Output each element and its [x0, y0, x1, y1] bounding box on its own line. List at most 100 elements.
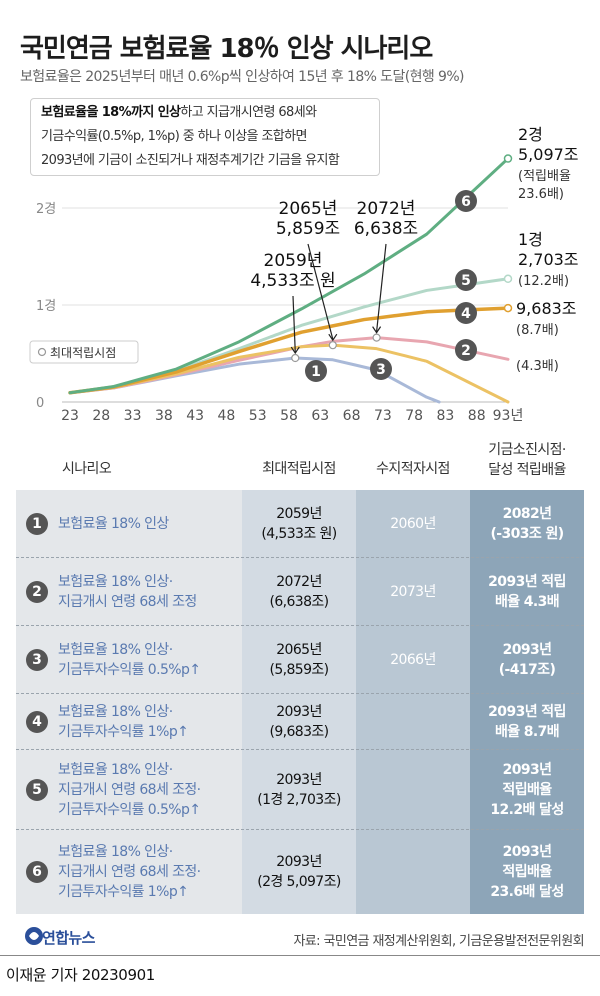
series-badge-1 [305, 360, 327, 382]
x-tick-label: 73 [374, 408, 392, 424]
result-line: 2093년 적립 [488, 704, 566, 720]
table-row: 6 보험료율 18% 인상· 지급개시 연령 68세 조정· 기금투자수익률 1%p↑… [16, 830, 584, 914]
peak-line: (4,533조 원) [261, 526, 337, 542]
scenario-line: 지급개시 연령 68세 조정· [58, 782, 201, 798]
peak-pointer [307, 243, 334, 340]
peak-line: 2072년 [276, 574, 322, 590]
end-label-value: 2,703조 [518, 250, 579, 269]
scenario-cell: 2 보험료율 18% 인상· 지급개시 연령 68세 조정 [16, 558, 242, 626]
series-badge-number: 5 [461, 273, 471, 289]
scenario-number-badge: 2 [26, 581, 48, 603]
peak-label-year: 2065년 [279, 199, 338, 219]
scenario-line: 지급개시 연령 68세 조정· [58, 864, 201, 880]
peak-label-value: 5,859조 [276, 219, 340, 239]
scenario-cell: 3 보험료율 18% 인상· 기금투자수익률 0.5%p↑ [16, 626, 242, 694]
deficit-cell [356, 750, 470, 830]
peak-arrowhead [290, 346, 300, 355]
x-tick-label: 58 [280, 408, 298, 424]
peak-line: (5,859조) [269, 662, 329, 678]
x-tick-label: 88 [468, 408, 486, 424]
scenario-line: 보험료율 18% 인상· [58, 704, 173, 720]
scenario-text: 보험료율 18% 인상· 기금투자수익률 0.5%p↑ [58, 640, 201, 680]
series-badge-3 [370, 358, 392, 380]
scenario-text: 보험료율 18% 인상· 기금투자수익률 1%p↑ [58, 702, 189, 742]
end-marker-6 [503, 154, 513, 163]
end-label-value: 2경 [518, 125, 543, 144]
end-label-value: 5,097조 [518, 145, 579, 164]
table-row: 3 보험료율 18% 인상· 기금투자수익률 0.5%p↑ 2065년 (5,859조)… [16, 626, 584, 694]
note-line3: 2093년에 기금이 소진되거나 재정추계기간 기금을 유지함 [41, 153, 340, 168]
note-line1: 하고 지급개시연령 68세와 [180, 105, 317, 120]
row-divider [16, 749, 584, 750]
series-badge-6 [455, 190, 477, 212]
result-cell: 2093년 적립배율 23.6배 달성 [470, 830, 584, 914]
end-label-ratio: (12.2배) [518, 274, 569, 289]
x-tick-label: 48 [218, 408, 236, 424]
scenario-line: 보험료율 18% 인상· [58, 642, 173, 658]
header-result-line2: 달성 적립배율 [488, 462, 566, 478]
page-title: 국민연금 보험료율 18％ 인상 시나리오 [20, 34, 433, 64]
scenario-text: 보험료율 18% 인상· 지급개시 연령 68세 조정· 기금투자수익률 1%p↑ [58, 842, 201, 902]
peak-label-value: 4,533조 원 [250, 271, 335, 291]
series-badge-number: 6 [461, 194, 471, 210]
scenario-text: 보험료율 18% 인상 [58, 514, 169, 534]
scenario-number-badge: 1 [26, 513, 48, 535]
table-row: 2 보험료율 18% 인상· 지급개시 연령 68세 조정 2072년 (6,638조)… [16, 558, 584, 626]
series-line-6 [68, 157, 510, 395]
header-peak: 최대적립시점 [262, 461, 336, 477]
x-tick-label: 93년 [493, 408, 524, 424]
row-divider [16, 557, 584, 558]
y-tick-label: 2경 [36, 202, 56, 217]
peak-marker [372, 333, 381, 342]
row-divider [16, 829, 584, 830]
peak-line: 2093년 [276, 772, 322, 788]
series-badge-2 [455, 339, 477, 361]
table-row: 5 보험료율 18% 인상· 지급개시 연령 68세 조정· 기금투자수익률 0.5%… [16, 750, 584, 830]
y-tick-label: 0 [36, 396, 44, 411]
x-tick-label: 38 [155, 408, 173, 424]
result-cell: 2093년 (-417조) [470, 626, 584, 694]
peak-cell: 2072년 (6,638조) [242, 558, 356, 626]
scenario-cell: 6 보험료율 18% 인상· 지급개시 연령 68세 조정· 기금투자수익률 1%p↑ [16, 830, 242, 914]
scenario-cell: 4 보험료율 18% 인상· 기금투자수익률 1%p↑ [16, 694, 242, 750]
result-line: 2082년 [502, 506, 552, 522]
x-tick-label: 23 [61, 408, 79, 424]
x-tick-label: 33 [124, 408, 142, 424]
scenario-text: 보험료율 18% 인상· 지급개시 연령 68세 조정 [58, 572, 197, 612]
result-line: 2093년 [502, 762, 552, 778]
scenario-number-badge: 4 [26, 711, 48, 733]
scenario-cell: 5 보험료율 18% 인상· 지급개시 연령 68세 조정· 기금투자수익률 0.5%… [16, 750, 242, 830]
note-bold: 보험료율을 18%까지 인상 [41, 105, 181, 120]
byline: 이재윤 기자 20230901 [6, 966, 155, 984]
logo-icon [25, 927, 43, 945]
source-text: 자료: 국민연금 재정계산위원회, 기금운용발전전문위원회 [293, 934, 584, 949]
peak-pointer [376, 243, 387, 332]
end-marker-5 [503, 274, 513, 284]
peak-marker [328, 341, 337, 350]
table-row: 4 보험료율 18% 인상· 기금투자수익률 1%p↑ 2093년 (9,683조) 20… [16, 694, 584, 750]
x-tick-label: 78 [405, 408, 423, 424]
peak-label-value: 6,638조 [354, 219, 418, 239]
header-scenario: 시나리오 [62, 461, 112, 477]
scenario-line: 보험료율 18% 인상· [58, 844, 173, 860]
table-row: 1 보험료율 18% 인상 2059년 (4,533조 원) 2060년 2082년 (-3… [16, 490, 584, 558]
legend-label: 최대적립시점 [50, 346, 116, 360]
y-tick-label: 1경 [36, 299, 56, 314]
scenario-number-badge: 3 [26, 649, 48, 671]
result-line: 2093년 [502, 844, 552, 860]
scenario-line: 기금투자수익률 1%p↑ [58, 724, 189, 740]
logo-text: 연합뉴스 [42, 929, 95, 947]
end-label-ratio: (적립배율 [518, 169, 571, 184]
x-tick-label: 43 [186, 408, 204, 424]
x-tick-label: 83 [437, 408, 455, 424]
result-cell: 2082년 (-303조 원) [470, 490, 584, 558]
end-label-ratio: (4.3배) [516, 359, 559, 374]
series-badge-5 [455, 269, 477, 291]
result-line: 적립배율 [502, 864, 552, 880]
deficit-cell [356, 830, 470, 914]
result-cell: 2093년 적립 배율 8.7배 [470, 694, 584, 750]
deficit-cell [356, 694, 470, 750]
series-badge-4 [455, 302, 477, 324]
peak-line: 2065년 [276, 642, 322, 658]
result-line: (-303조 원) [490, 526, 564, 542]
